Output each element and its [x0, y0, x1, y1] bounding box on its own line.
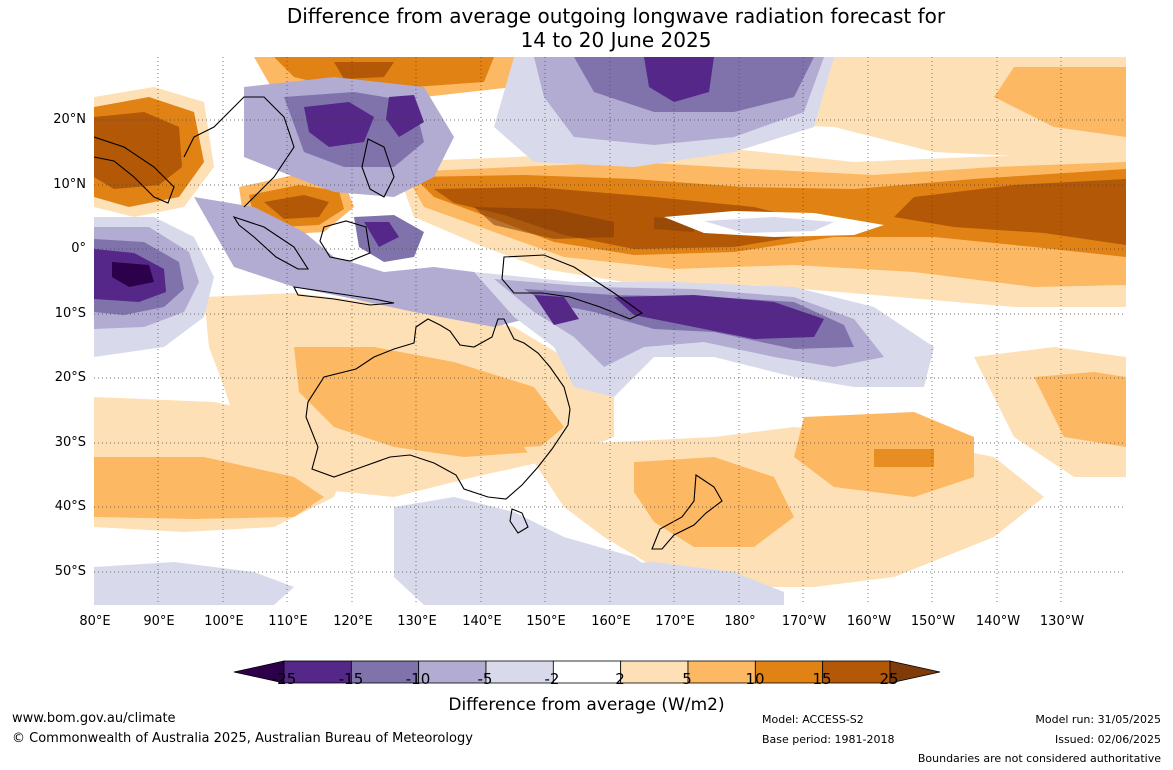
colorbar-tick-minus-5: -5	[477, 670, 493, 688]
lon-label-130e: 130°E	[397, 614, 437, 629]
colorbar-arrow-high	[889, 660, 941, 684]
colorbar-tick-5: 5	[682, 670, 692, 688]
lon-label-90e: 90°E	[143, 614, 175, 629]
lon-label-160w: 160°W	[846, 614, 892, 629]
lat-label-20s: 20°S	[54, 370, 86, 385]
positive-anomaly-regions	[94, 57, 1126, 587]
title-line-1: Difference from average outgoing longwav…	[286, 4, 946, 28]
lon-label-100e: 100°E	[204, 614, 244, 629]
colorbar	[233, 660, 941, 684]
model-run-text: Model run: 31/05/2025	[1035, 713, 1161, 726]
lon-label-150e: 150°E	[526, 614, 566, 629]
colorbar-segments	[233, 660, 941, 684]
anomaly-map	[94, 57, 1126, 605]
lon-label-120e: 120°E	[333, 614, 373, 629]
lon-label-170e: 170°E	[655, 614, 695, 629]
map-title: Difference from average outgoing longwav…	[0, 4, 1173, 52]
colorbar-tick-25: 25	[879, 670, 899, 688]
colorbar-tick-15: 15	[812, 670, 832, 688]
colorbar-tick-minus-10: -10	[405, 670, 431, 688]
colorbar-tick-10: 10	[745, 670, 765, 688]
disclaimer-text: Boundaries are not considered authoritat…	[917, 752, 1161, 765]
graticule	[94, 57, 1126, 605]
website-text: www.bom.gov.au/climate	[12, 711, 176, 726]
lat-label-50s: 50°S	[54, 564, 86, 579]
lat-label-20n: 20°N	[53, 112, 86, 127]
lon-label-180: 180°	[724, 614, 756, 629]
colorbar-tick-minus-15: -15	[338, 670, 364, 688]
lon-label-170w: 170°W	[781, 614, 827, 629]
model-text: Model: ACCESS-S2	[762, 713, 864, 726]
lon-label-150w: 150°W	[910, 614, 956, 629]
lon-label-80e: 80°E	[79, 614, 111, 629]
lon-label-140e: 140°E	[462, 614, 502, 629]
title-line-2: 14 to 20 June 2025	[520, 28, 712, 52]
lat-label-10n: 10°N	[53, 177, 86, 192]
lon-label-110e: 110°E	[268, 614, 308, 629]
colorbar-title: Difference from average (W/m2)	[448, 695, 725, 715]
copyright-text: © Commonwealth of Australia 2025, Austra…	[12, 731, 473, 746]
lon-label-140w: 140°W	[975, 614, 1021, 629]
coastlines	[94, 96, 723, 550]
colorbar-tick-minus-2: -2	[544, 670, 560, 688]
anomaly-map-svg	[94, 57, 1126, 605]
lat-label-30s: 30°S	[54, 435, 86, 450]
lat-label-40s: 40°S	[54, 499, 86, 514]
lon-label-160e: 160°E	[591, 614, 631, 629]
colorbar-tick-2: 2	[615, 670, 625, 688]
base-period-text: Base period: 1981-2018	[762, 733, 895, 746]
lat-label-0: 0°	[71, 241, 86, 256]
lat-label-10s: 10°S	[54, 306, 86, 321]
lon-label-130w: 130°W	[1039, 614, 1085, 629]
negative-anomaly-regions	[94, 57, 934, 605]
issued-text: Issued: 02/06/2025	[1054, 733, 1161, 746]
colorbar-tick-minus-25: -25	[271, 670, 297, 688]
